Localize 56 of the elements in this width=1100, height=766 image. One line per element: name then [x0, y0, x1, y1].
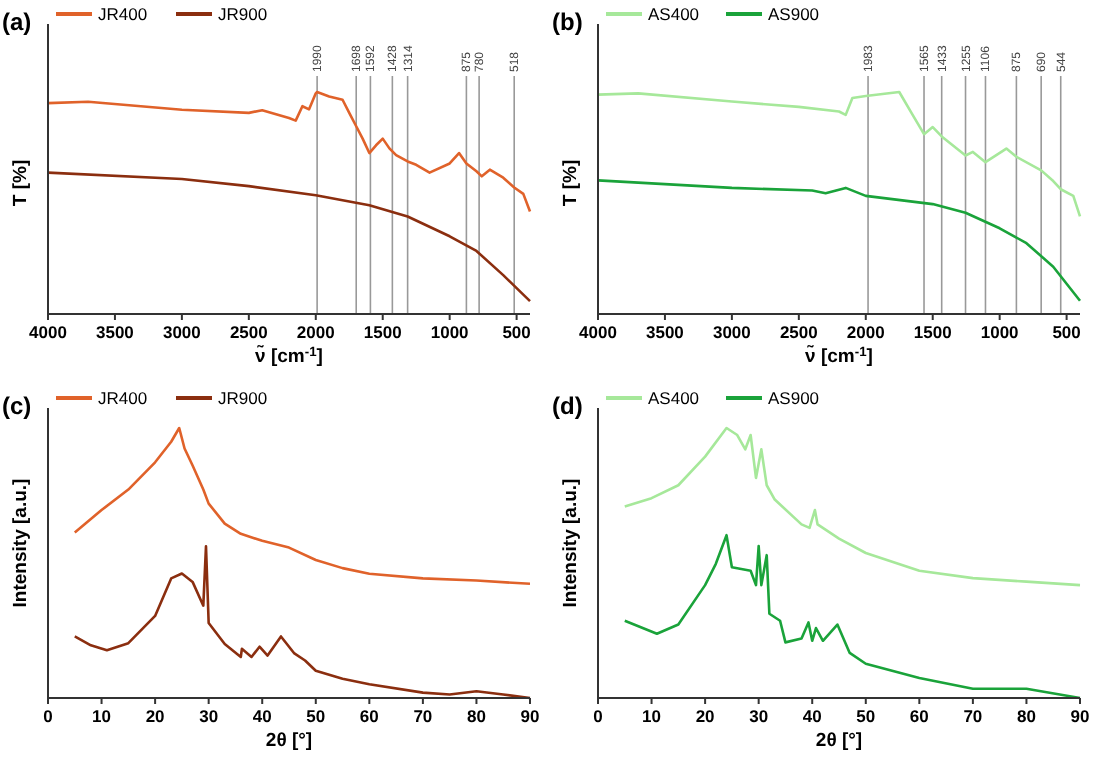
- legend-label: AS900: [768, 388, 820, 408]
- chart-title: (b): [552, 8, 583, 36]
- x-tick-label: 70: [413, 706, 433, 726]
- x-tick-label: 10: [642, 706, 662, 726]
- x-tick-label: 3500: [96, 322, 135, 342]
- x-tick-label: 500: [1052, 322, 1082, 342]
- x-tick-label: 2000: [296, 322, 336, 342]
- x-tick-label: 50: [306, 706, 326, 726]
- x-tick-label: 2000: [846, 322, 886, 342]
- x-tick-label: 4000: [579, 322, 618, 342]
- x-tick-label: 3500: [646, 322, 685, 342]
- x-tick-label: 1500: [363, 322, 403, 342]
- x-axis-title: 2θ [°]: [265, 730, 313, 752]
- x-tick-label: 60: [359, 706, 380, 726]
- legend-label: JR900: [218, 388, 268, 408]
- y-axis-title: Intensity [a.u.]: [10, 478, 32, 608]
- x-tick-label: 3000: [712, 322, 752, 342]
- y-axis-title: Intensity [a.u.]: [560, 478, 582, 608]
- x-tick-label: 40: [252, 706, 273, 726]
- legend-label: JR900: [218, 4, 268, 24]
- legend-label: JR400: [98, 4, 148, 24]
- x-tick-label: 1000: [430, 322, 470, 342]
- legend-label: AS400: [648, 4, 700, 24]
- y-axis-title: T [%]: [10, 159, 32, 207]
- x-tick-label: 1000: [980, 322, 1020, 342]
- y-axis-title: T [%]: [560, 159, 582, 207]
- x-tick-label: 4000: [29, 322, 68, 342]
- x-tick-label: 80: [1016, 706, 1037, 726]
- x-tick-label: 80: [466, 706, 487, 726]
- x-tick-label: 20: [695, 706, 716, 726]
- x-axis-title: ν̃ [cm$^{-1}$]: [255, 344, 323, 368]
- x-tick-label: 90: [520, 706, 540, 726]
- legend-label: AS900: [768, 4, 820, 24]
- legend-label: AS400: [648, 388, 700, 408]
- x-tick-label: 40: [802, 706, 823, 726]
- x-tick-label: 0: [593, 706, 604, 726]
- x-tick-label: 0: [43, 706, 54, 726]
- x-tick-label: 50: [856, 706, 876, 726]
- x-tick-label: 30: [749, 706, 769, 726]
- chart-title: (c): [2, 392, 32, 420]
- x-tick-label: 60: [909, 706, 930, 726]
- x-tick-label: 30: [199, 706, 219, 726]
- x-tick-label: 10: [92, 706, 112, 726]
- x-tick-label: 2500: [229, 322, 269, 342]
- x-tick-label: 70: [963, 706, 983, 726]
- x-tick-label: 20: [145, 706, 166, 726]
- x-tick-label: 2500: [779, 322, 819, 342]
- chart-title: (a): [2, 8, 32, 36]
- legend-label: JR400: [98, 388, 148, 408]
- x-tick-label: 500: [502, 322, 532, 342]
- x-axis-title: ν̃ [cm$^{-1}$]: [805, 344, 873, 368]
- x-tick-label: 1500: [913, 322, 953, 342]
- chart-title: (d): [552, 392, 583, 420]
- x-axis-title: 2θ [°]: [815, 730, 863, 752]
- x-tick-label: 3000: [162, 322, 202, 342]
- x-tick-label: 90: [1070, 706, 1090, 726]
